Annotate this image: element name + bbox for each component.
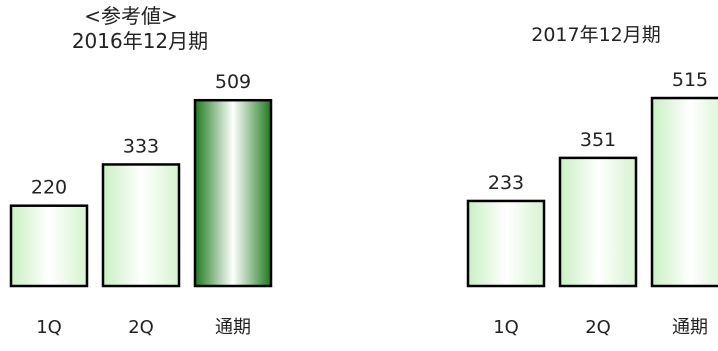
chart2-category-label: 1Q — [493, 317, 519, 338]
chart1-note: <参考値> — [84, 4, 178, 28]
chart2-value-label: 233 — [488, 172, 524, 194]
chart1-bar-2Q — [101, 163, 181, 288]
chart2-category-label: 2Q — [585, 317, 611, 338]
chart1-value-label: 220 — [31, 177, 67, 199]
chart1-category-label: 1Q — [36, 317, 62, 338]
chart2-category-label: 通期 — [672, 317, 708, 338]
chart1-bar-通期 — [193, 98, 273, 288]
chart2-value-label: 351 — [580, 129, 616, 151]
chart1-title: 2016年12月期 — [72, 29, 208, 53]
chart1-category-label: 通期 — [215, 317, 251, 338]
chart1-category-label: 2Q — [128, 317, 154, 338]
chart2-value-label: 515 — [672, 69, 708, 91]
chart2-bar-2Q — [558, 156, 638, 288]
chart1-value-label: 509 — [215, 71, 251, 93]
chart1-bar-1Q — [9, 204, 89, 288]
chart2-bar-通期 — [650, 96, 718, 288]
chart2-title: 2017年12月期 — [531, 24, 661, 46]
chart1-value-label: 333 — [123, 135, 159, 157]
chart2-bar-1Q — [466, 199, 546, 288]
